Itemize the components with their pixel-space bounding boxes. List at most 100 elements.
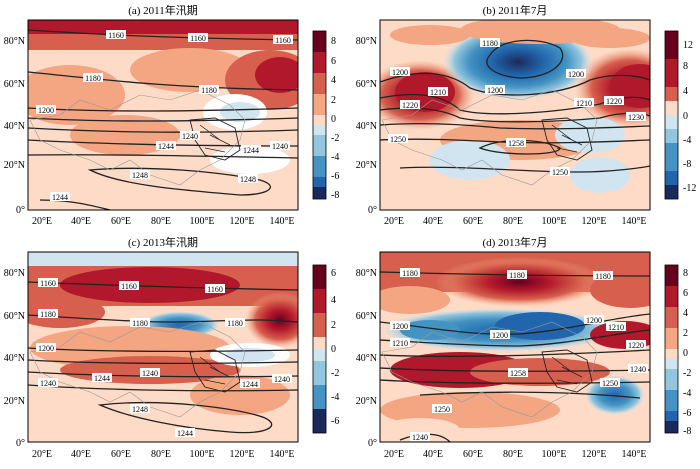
colorbar-tick: 2 — [683, 328, 688, 339]
svg-text:1180: 1180 — [40, 310, 56, 319]
svg-text:1210: 1210 — [576, 99, 592, 108]
panel-a-title: (a) 2011年汛期 — [128, 3, 198, 17]
svg-text:1180: 1180 — [595, 272, 611, 281]
svg-text:1240: 1240 — [630, 365, 646, 374]
contour-label: 1250 — [550, 167, 570, 177]
svg-text:1200: 1200 — [38, 106, 54, 115]
colorbar-tick: -8 — [331, 190, 339, 201]
lon-tick: 40°E — [423, 449, 443, 460]
svg-text:1240: 1240 — [182, 132, 198, 141]
svg-text:1200: 1200 — [38, 344, 54, 353]
colorbar-tick: 6 — [331, 268, 336, 279]
contour-label: 1200 — [390, 321, 410, 331]
lat-tick: 80°N — [356, 268, 377, 279]
lat-tick: 60°N — [356, 311, 377, 322]
contour-label: 1180 — [480, 38, 500, 48]
contour-label: 1248 — [130, 404, 150, 414]
lon-tick: 140°E — [269, 449, 294, 460]
contour-label: 1250 — [600, 378, 620, 388]
contour-label: 1180 — [593, 271, 613, 281]
colorbar-tick: -6 — [683, 408, 691, 419]
svg-text:1220: 1220 — [606, 97, 622, 106]
lat-tick: 20°N — [356, 160, 377, 171]
contour-label: 1210 — [428, 87, 448, 97]
svg-text:1200: 1200 — [392, 322, 408, 331]
lon-tick: 40°E — [423, 216, 443, 227]
lat-tick: 80°N — [356, 36, 377, 47]
panel-c-frame — [27, 251, 299, 443]
svg-text:1230: 1230 — [628, 113, 644, 122]
contour-label: 1180 — [507, 270, 527, 280]
contour-label: 1180 — [130, 318, 150, 328]
panel-d-contour-labels: 1180 1180 1180 1200 1200 1200 1210 1210 … — [390, 268, 648, 442]
contour-label: 1160 — [273, 35, 293, 45]
contour-label: 1200 — [390, 67, 410, 77]
panel-b-colorbar: 12 8 4 0 -4 -8 -12 — [664, 30, 696, 200]
colorbar-tick: -4 — [331, 152, 339, 163]
contour-label: 1244 — [92, 373, 112, 383]
lon-tick: 120°E — [581, 216, 606, 227]
svg-text:1248: 1248 — [132, 171, 148, 180]
svg-text:1240: 1240 — [412, 433, 428, 442]
svg-text:1180: 1180 — [85, 74, 101, 83]
contour-label: 1200 — [566, 69, 586, 79]
contour-label: 1240 — [410, 432, 430, 442]
panel-c-colorbar: 6 4 2 0 -2 -4 -6 — [312, 264, 339, 434]
svg-text:1200: 1200 — [392, 68, 408, 77]
svg-text:1180: 1180 — [402, 269, 418, 278]
svg-text:1240: 1240 — [272, 142, 288, 151]
contour-label: 1240 — [38, 378, 58, 388]
svg-text:1160: 1160 — [190, 34, 206, 43]
contour-label: 1258 — [506, 138, 526, 148]
contour-label: 1250 — [432, 404, 452, 414]
panel-d-lat-axis: 0° 20°N 40°N 60°N 80°N — [356, 268, 377, 449]
contour-label: 1240 — [272, 374, 292, 384]
lon-tick: 80°E — [503, 216, 523, 227]
panel-d-field — [380, 252, 650, 442]
panel-c-lon-axis: 20°E 40°E 60°E 80°E 100°E 120°E 140°E — [32, 449, 295, 460]
colorbar-tick: 0 — [683, 348, 688, 359]
contour-label: 1180 — [199, 85, 219, 95]
lon-tick: 60°E — [463, 216, 483, 227]
lat-tick: 40°N — [4, 121, 25, 132]
colorbar-tick: 0 — [683, 111, 688, 122]
colorbar-tick: 4 — [331, 295, 336, 306]
panel-b-title: (b) 2011年7月 — [483, 3, 548, 17]
svg-text:1258: 1258 — [510, 369, 526, 378]
contour-label: 1210 — [574, 98, 594, 108]
lat-tick: 60°N — [4, 79, 25, 90]
svg-text:1220: 1220 — [402, 101, 418, 110]
svg-text:1200: 1200 — [492, 331, 508, 340]
panel-b-lat-axis: 0° 20°N 40°N 60°N 80°N — [356, 36, 377, 216]
contour-label: 1220 — [400, 100, 420, 110]
contour-label: 1244 — [50, 192, 70, 202]
svg-text:1180: 1180 — [509, 271, 525, 280]
lon-tick: 120°E — [229, 216, 254, 227]
contour-label: 1244 — [241, 145, 261, 155]
lat-tick: 60°N — [356, 79, 377, 90]
contour-label: 1200 — [485, 85, 505, 95]
panel-a-contours — [28, 29, 298, 210]
colorbar-tick: 4 — [331, 75, 336, 86]
panel-b-frame — [379, 19, 651, 211]
lat-tick: 0° — [16, 438, 25, 449]
contour-label: 1200 — [36, 343, 56, 353]
contour-label: 1240 — [270, 141, 290, 151]
svg-text:1160: 1160 — [40, 279, 56, 288]
panel-a-frame — [27, 19, 299, 211]
panel-b-coastlines — [381, 89, 598, 186]
svg-text:1244: 1244 — [243, 146, 259, 155]
svg-text:1220: 1220 — [628, 341, 644, 350]
lat-tick: 0° — [368, 438, 377, 449]
lon-tick: 20°E — [32, 216, 52, 227]
colorbar-tick: 8 — [683, 61, 688, 72]
contour-label: 1210 — [390, 338, 410, 348]
contour-label: 1244 — [240, 379, 260, 389]
svg-text:1240: 1240 — [142, 369, 158, 378]
panel-b-contour-labels: 1180 1200 1200 1200 1210 1210 1220 1220 … — [388, 38, 646, 177]
lat-tick: 80°N — [4, 36, 25, 47]
panel-d-colorbar: 8 6 4 2 0 -2 -4 -6 -8 — [664, 264, 691, 437]
lon-tick: 60°E — [111, 216, 131, 227]
contour-label: 1160 — [188, 33, 208, 43]
